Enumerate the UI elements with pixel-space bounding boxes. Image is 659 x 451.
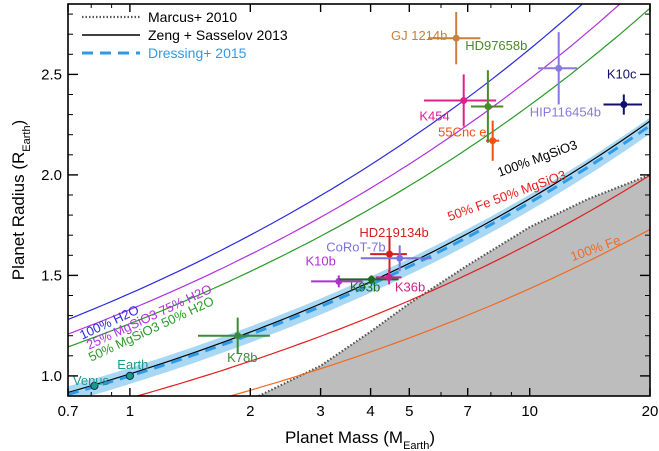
- model-curve-2: [68, 7, 650, 348]
- planet-label-5: K36b: [395, 280, 425, 295]
- x-tick-label-8: 20: [642, 403, 659, 420]
- planet-point-1: [125, 371, 134, 380]
- x-tick-label-2: 2: [246, 403, 254, 420]
- planet-marker-13: [620, 101, 628, 108]
- planet-point-0: [90, 381, 99, 390]
- y-tick-label-1: 1.5: [41, 267, 62, 284]
- planet-point-6: [370, 236, 407, 272]
- planet-point-10: [470, 70, 504, 143]
- planet-label-7: CoRoT-7b: [326, 239, 385, 254]
- y-axis-label: Planet Radius (REarth): [9, 120, 33, 280]
- planet-marker-6: [386, 250, 393, 258]
- plot-frame: [67, 3, 651, 397]
- x-tick-label-5: 5: [405, 403, 413, 420]
- x-tick-label-4: 4: [366, 403, 374, 420]
- model-curve-4: [134, 174, 650, 396]
- marcus-forbidden-region: [258, 174, 650, 396]
- model-curve-5: [228, 228, 650, 396]
- planet-label-10: HD97658b: [465, 38, 527, 53]
- planet-marker-10: [484, 103, 492, 110]
- planet-label-0: Venus: [73, 373, 110, 388]
- planet-marker-9: [460, 97, 468, 104]
- planet-point-12: [538, 32, 578, 105]
- legend-label-2: Dressing+ 2015: [148, 45, 247, 61]
- planet-label-1: Earth: [117, 357, 148, 372]
- y-tick-label-0: 1.0: [41, 368, 62, 385]
- planet-point-11: [428, 12, 481, 65]
- planet-point-9: [424, 74, 497, 127]
- planet-marker-4: [368, 275, 375, 283]
- planet-marker-7: [396, 254, 404, 262]
- x-tick-label-7: 10: [521, 403, 538, 420]
- x-tick-label-6: 7: [464, 403, 472, 420]
- legend-label-0: Marcus+ 2010: [148, 9, 237, 25]
- legend-label-1: Zeng + Sasselov 2013: [148, 27, 288, 43]
- planet-marker-12: [555, 64, 563, 72]
- planet-marker-8: [489, 137, 497, 145]
- planet-marker-1: [125, 371, 134, 380]
- planet-point-13: [603, 94, 642, 115]
- planet-point-7: [360, 245, 432, 272]
- planet-label-8: 55Cnc e: [438, 125, 486, 140]
- x-tick-label-3: 3: [316, 403, 324, 420]
- model-curve-1: [68, 4, 621, 335]
- x-axis-label: Planet Mass (MEarth): [285, 428, 435, 451]
- planet-label-2: K78b: [227, 350, 257, 365]
- model-curve-0: [68, 4, 584, 321]
- planet-label-13: K10c: [607, 66, 637, 81]
- x-tick-label-0: 0.7: [58, 403, 79, 420]
- y-tick-label-2: 2.0: [41, 167, 62, 184]
- planet-label-12: HIP116454b: [530, 105, 601, 120]
- planet-label-11: GJ 1214b: [391, 28, 447, 43]
- planet-marker-2: [234, 332, 242, 340]
- model-curve-3: [68, 120, 650, 394]
- planet-point-2: [198, 317, 270, 354]
- x-tick-label-1: 1: [126, 403, 134, 420]
- planet-label-4: K93b: [350, 280, 380, 295]
- planet-label-9: K454: [419, 109, 449, 124]
- y-tick-label-3: 2.5: [41, 66, 62, 83]
- planet-marker-0: [90, 381, 99, 390]
- planet-point-5: [375, 270, 402, 285]
- dressing-relation-line: [68, 124, 650, 396]
- planet-label-3: K10b: [306, 253, 336, 268]
- planet-label-6: HD219134b: [359, 225, 428, 240]
- planet-marker-5: [385, 273, 393, 281]
- planet-marker-11: [452, 34, 460, 42]
